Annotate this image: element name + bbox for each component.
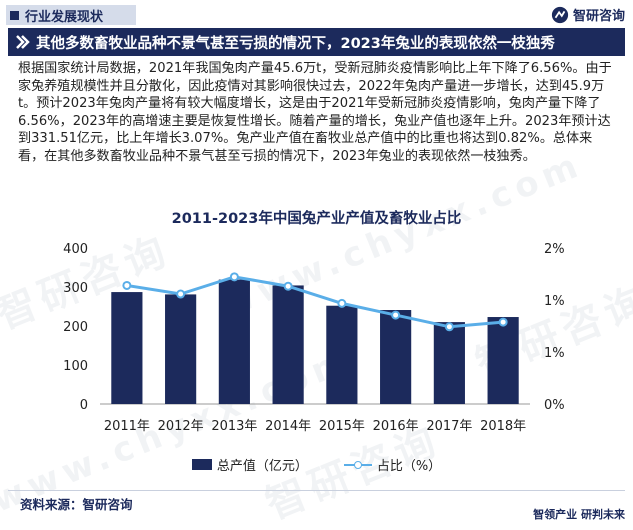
brand-tagline: 智领产业 研判未来 — [533, 508, 625, 521]
y-right-tick-label: 1% — [544, 294, 565, 309]
legend-label: 总产值（亿元） — [216, 459, 308, 474]
line-point — [176, 289, 186, 299]
y-right-tick-label: 1% — [544, 346, 565, 361]
y-left-tick-label: 400 — [63, 242, 88, 257]
headline: 其他多数畜牧业品种不景气甚至亏损的情况下，2023年兔业的表现依然一枝独秀 — [36, 35, 555, 52]
x-tick-label: 2012年 — [158, 419, 204, 434]
x-tick-label: 2011年 — [104, 419, 150, 434]
legend-bar-swatch — [191, 459, 212, 470]
chart-title: 2011-2023年中国兔产业产值及畜牧业占比 — [171, 211, 462, 227]
y-right-tick-label: 2% — [544, 242, 565, 257]
x-tick-label: 2015年 — [319, 419, 365, 434]
line-point — [498, 317, 508, 327]
bar — [433, 322, 465, 404]
x-tick-label: 2017年 — [426, 419, 472, 434]
chart-legend: 总产值（亿元） 占比（%） — [0, 455, 633, 474]
square-icon — [10, 10, 19, 20]
section-tag-label: 行业发展现状 — [25, 9, 104, 25]
top-strip: 行业发展现状 智研咨询 — [0, 0, 633, 30]
line-point — [283, 281, 293, 291]
bar — [487, 317, 519, 404]
x-tick-label: 2013年 — [211, 419, 257, 434]
line-point — [229, 272, 239, 282]
x-tick-label: 2016年 — [373, 419, 419, 434]
brand-logo: 智研咨询 — [551, 5, 625, 24]
section-tag: 行业发展现状 — [6, 5, 136, 25]
line-point — [337, 298, 347, 308]
bar — [272, 285, 304, 404]
body-paragraph: 根据国家统计局数据，2021年我国兔肉产量45.6万t，受新冠肺炎疫情影响比上年… — [18, 61, 612, 164]
bar — [326, 305, 358, 404]
y-right-tick-label: 0% — [544, 398, 565, 413]
bar — [165, 294, 197, 404]
source-note: 资料来源：智研咨询 — [20, 497, 133, 512]
bar — [111, 292, 143, 404]
y-left-tick-label: 200 — [63, 320, 88, 335]
line-point — [444, 322, 454, 332]
brand-name: 智研咨询 — [572, 9, 625, 24]
line-point — [391, 310, 401, 320]
brand-mark-icon — [551, 6, 569, 23]
chevron-right-icon — [16, 35, 30, 49]
footer-divider — [8, 490, 625, 491]
x-tick-label: 2014年 — [265, 419, 311, 434]
share-line — [126, 275, 504, 329]
legend-line-swatch — [343, 459, 372, 471]
legend-label: 占比（%） — [376, 459, 442, 474]
y-left-tick-label: 0 — [80, 398, 88, 413]
y-left-tick-label: 300 — [63, 281, 88, 296]
bar — [218, 279, 250, 404]
x-tick-label: 2018年 — [480, 419, 526, 434]
line-point — [122, 280, 132, 290]
headline-bar: 其他多数畜牧业品种不景气甚至亏损的情况下，2023年兔业的表现依然一枝独秀 — [8, 28, 625, 56]
y-left-tick-label: 100 — [63, 359, 88, 374]
bar — [380, 310, 412, 404]
legend-item-total-value: 总产值（亿元） — [191, 455, 308, 474]
legend-item-share: 占比（%） — [343, 455, 442, 474]
